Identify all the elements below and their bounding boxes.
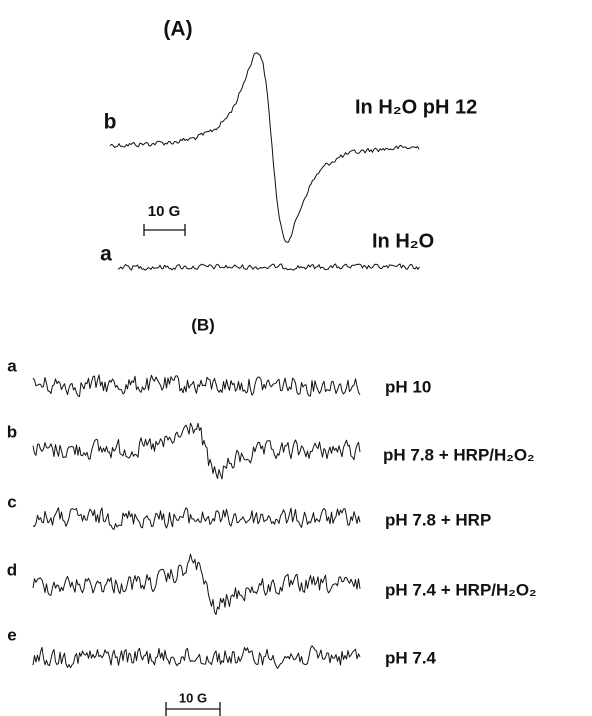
trace-description: In H₂O: [372, 230, 434, 252]
trace-description: pH 7.8 + HRP: [385, 510, 491, 529]
scale-bar: [143, 224, 186, 236]
trace-description: pH 7.8 + HRP/H₂O₂: [383, 445, 535, 464]
spectrum-trace: [117, 263, 420, 271]
trace-description: pH 7.4 + HRP/H₂O₂: [385, 580, 537, 599]
panel-title: (A): [163, 18, 192, 41]
spectrum-trace: [32, 645, 361, 669]
spectrum-trace: [32, 507, 361, 530]
spectrum-trace: [32, 374, 361, 398]
scale-bar-label: 10 G: [179, 690, 207, 705]
trace-label: d: [7, 560, 17, 579]
trace-description: pH 7.4: [385, 648, 437, 667]
panel-a: (A) b In H₂O pH 12 a In H₂O 10 G: [100, 18, 477, 271]
trace-description: In H₂O pH 12: [355, 96, 477, 118]
trace-label: e: [7, 625, 16, 644]
spectrum-trace: [32, 422, 361, 480]
spectrum-trace: [32, 553, 361, 615]
panel-b: (B) a b c d e pH 10 pH 7.8 + HRP/H₂O₂ pH…: [7, 315, 537, 716]
trace-description: pH 10: [385, 377, 431, 396]
trace-label: a: [7, 356, 17, 375]
trace-label: b: [104, 111, 117, 134]
scale-bar-label: 10 G: [148, 203, 181, 220]
panel-title: (B): [191, 315, 215, 334]
spectrum-trace: [109, 52, 420, 243]
trace-label: c: [7, 492, 16, 511]
trace-label: a: [100, 243, 112, 266]
trace-label: b: [7, 422, 17, 441]
scale-bar: [165, 702, 221, 716]
